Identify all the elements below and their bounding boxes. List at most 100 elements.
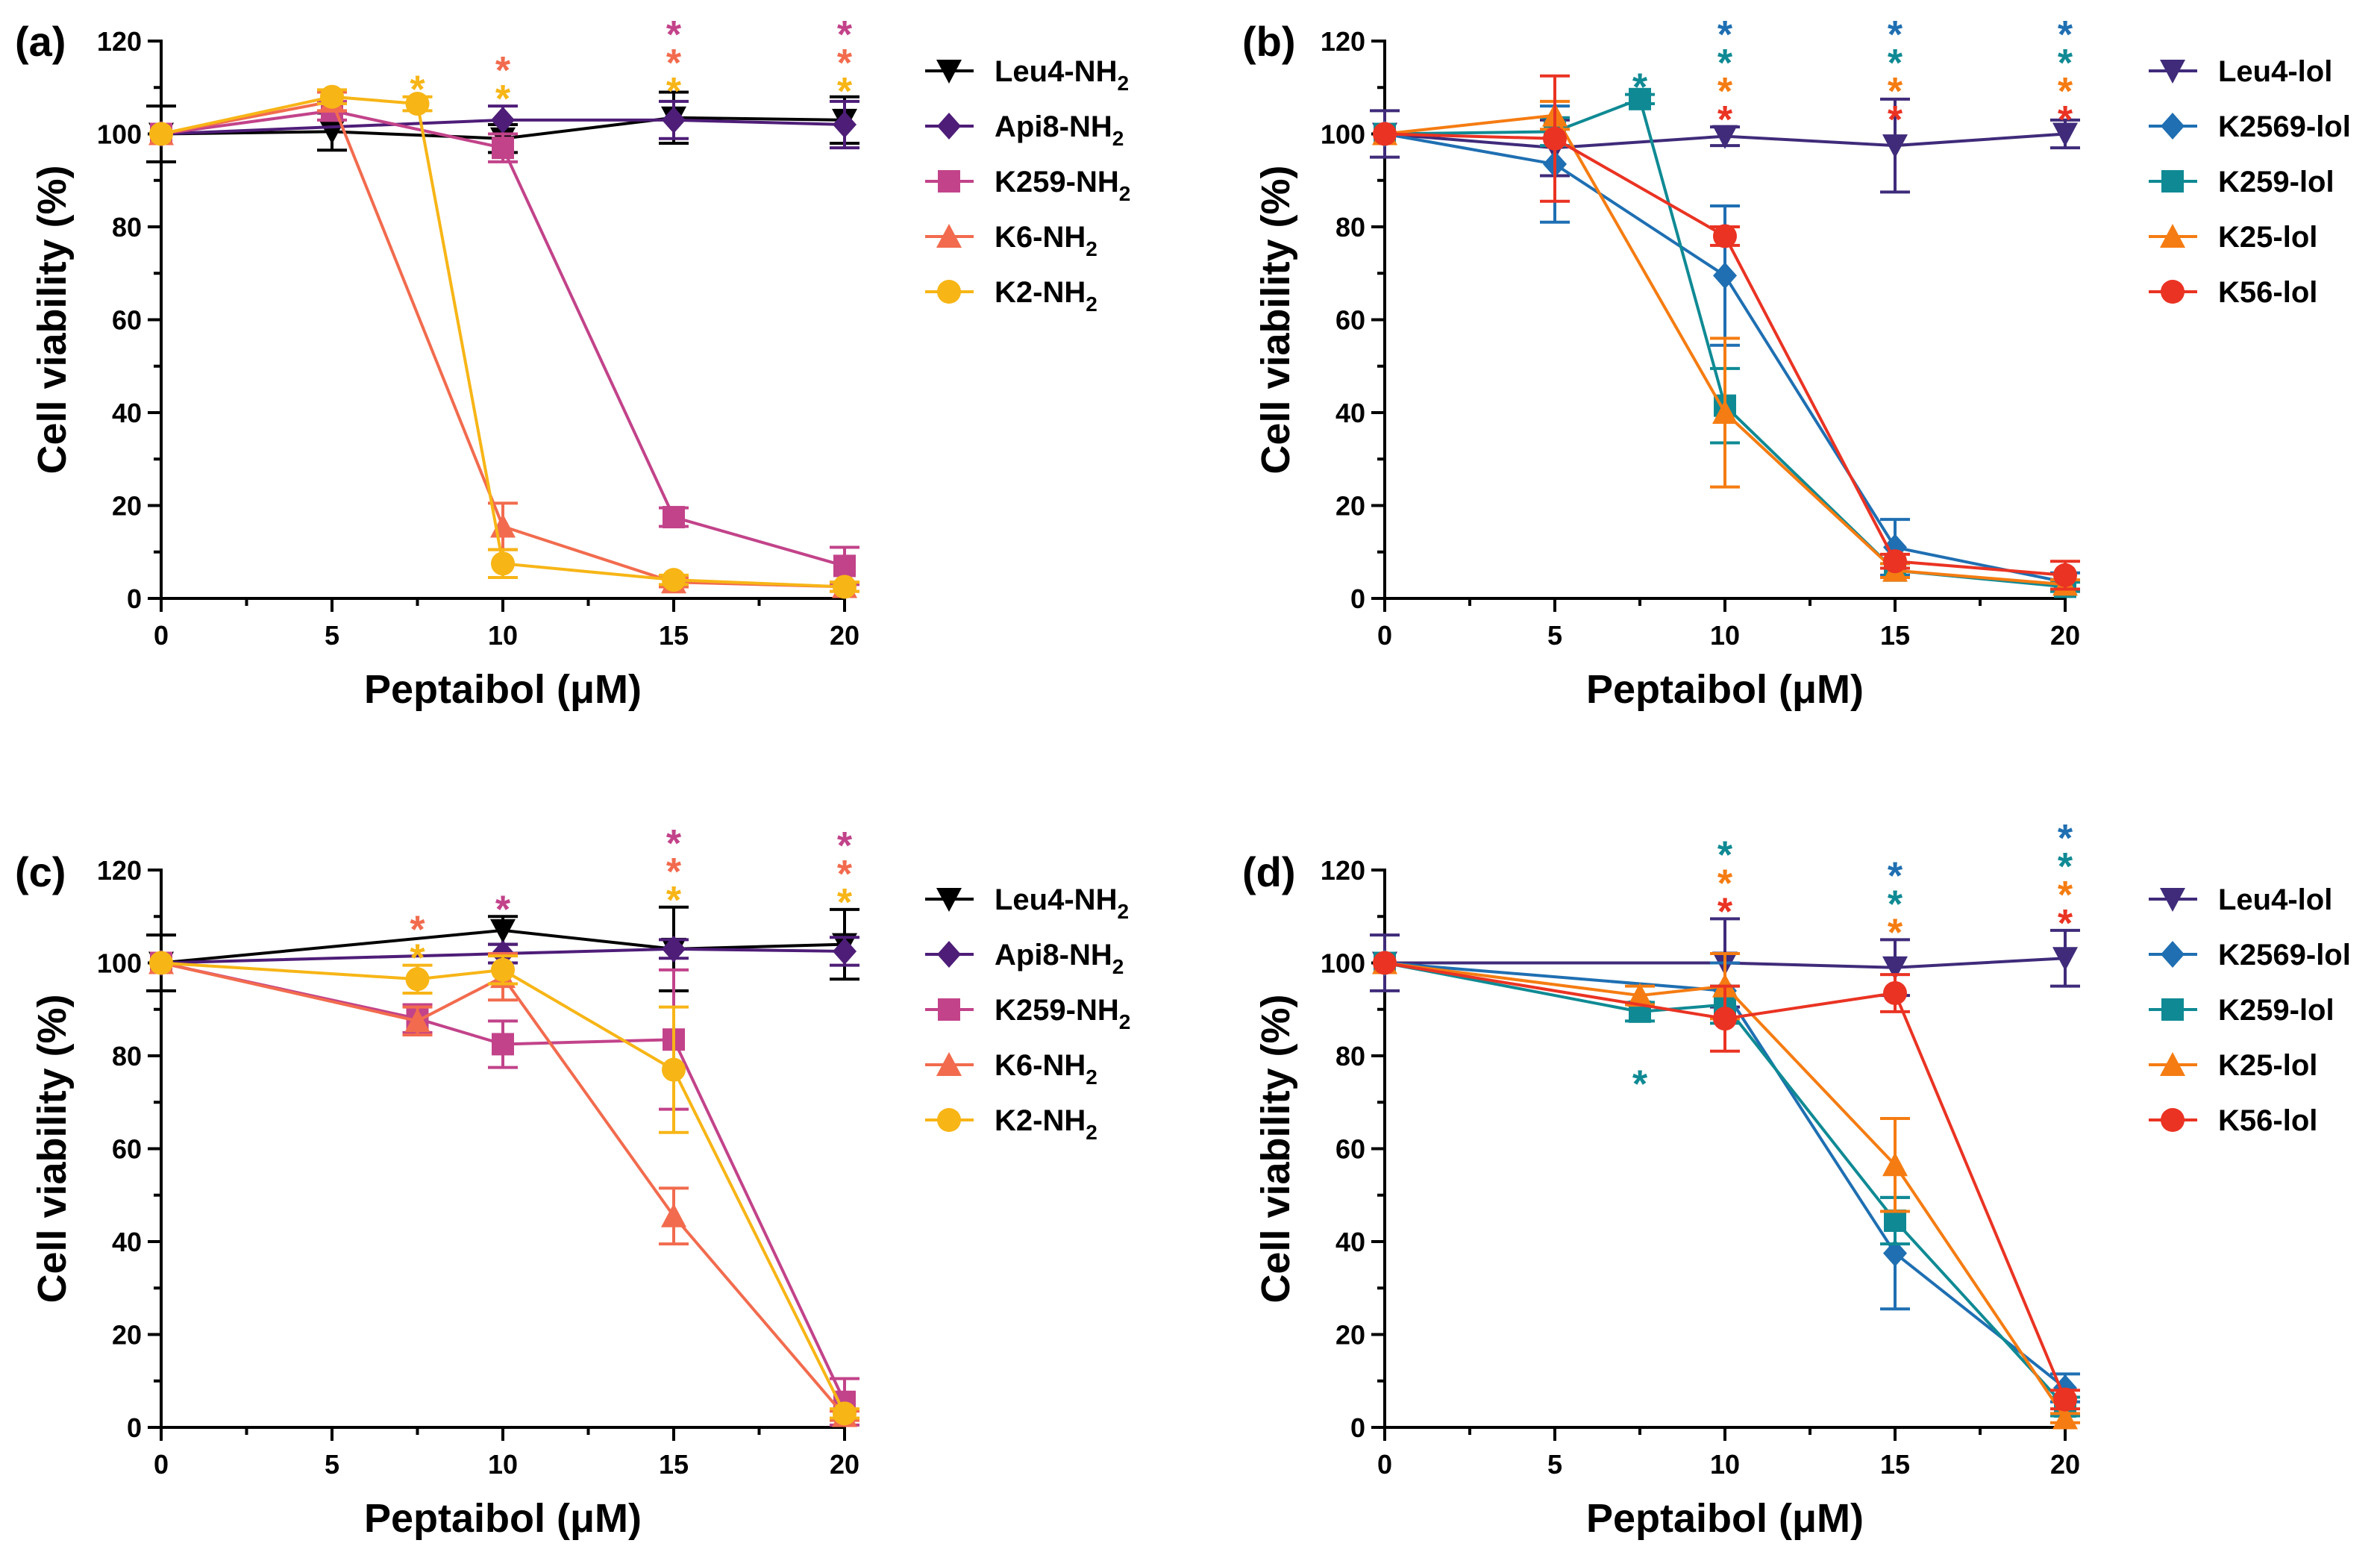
legend-marker [936,60,962,84]
significance-star: * [837,70,853,113]
y-tick-label: 100 [97,119,142,150]
y-axis-title: Cell viability (%) [30,165,75,474]
data-point [833,554,856,578]
y-tick-label: 60 [112,305,142,336]
significance-star: * [495,49,511,93]
legend-subscript: 2 [1112,127,1124,150]
data-point [1712,400,1738,424]
y-axis-title: Cell viability (%) [1253,994,1298,1303]
panel-label: (d) [1242,848,1296,895]
y-tick-label: 20 [1335,1320,1365,1351]
x-tick-label: 0 [154,1449,169,1480]
legend-marker [2160,60,2185,84]
legend-marker [2161,998,2184,1021]
data-point [149,122,173,146]
significance-star: * [666,822,682,866]
data-point [833,937,857,965]
significance-star: * [1888,70,1903,113]
legend-marker [2160,224,2185,248]
significance-star: * [2058,98,2073,142]
data-point [1882,1152,1908,1177]
legend-label: K6-NH2 [995,1049,1097,1089]
significance-star: * [2058,70,2073,113]
significance-star: * [1632,1063,1648,1106]
x-tick-label: 5 [1547,620,1562,651]
legend-entry: K259-lol [2149,166,2334,198]
data-point [491,106,515,134]
legend-label: Leu4-NH2 [995,883,1129,923]
legend-marker [2161,941,2185,968]
legend-subscript: 2 [1117,72,1129,95]
data-point [1543,126,1567,151]
significance-star: * [837,881,853,924]
data-point [2053,1387,2077,1412]
y-tick-label: 120 [97,855,142,886]
data-point [491,957,515,982]
data-point [1883,980,1907,1005]
significance-star: * [2058,817,2073,860]
y-tick-label: 40 [1335,398,1365,428]
legend-label: Api8-NH2 [995,939,1124,978]
legend-entry: K2-NH2 [925,276,1097,316]
data-point [2052,122,2078,147]
y-tick-label: 40 [112,398,142,428]
legend-subscript: 2 [1086,1066,1097,1089]
legend-label: K2569-lol [2218,939,2351,971]
series-line [1384,961,2067,1389]
data-point [491,551,515,576]
x-tick-label: 5 [325,1449,339,1480]
panel-b: (b) 0 20 40 60 80 100 120 0 5 10 15 20 Peptaibol (μM)… [1242,13,2351,712]
x-tick-label: 20 [2050,620,2080,651]
significance-star: * [495,78,511,121]
x-tick-label: 10 [1710,620,1740,651]
legend-entry: K259-NH2 [925,166,1130,205]
significance-star: * [1888,13,1903,57]
significance-star: * [1888,42,1903,85]
x-tick-label: 0 [154,620,169,651]
data-point [1713,262,1737,290]
legend-entry: K6-NH2 [925,1049,1097,1089]
series-line [1385,957,2066,969]
legend-entry: Api8-NH2 [925,939,1124,978]
x-axis-title: Peptaibol (μM) [364,1496,642,1541]
significance-star: * [2058,845,2073,889]
panel-label: (c) [15,848,66,895]
legend-entry: K25-lol [2149,1049,2317,1082]
significance-star: * [1888,911,1903,954]
legend-marker [936,888,962,912]
x-tick-label: 20 [2050,1449,2080,1480]
significance-star: * [410,69,425,112]
y-tick-label: 120 [97,26,142,57]
significance-star: * [666,70,682,113]
legend-subscript: 2 [1119,182,1131,205]
legend-label: K259-NH2 [995,166,1130,205]
y-tick-label: 40 [112,1227,142,1257]
legend-entry: Leu4-lol [2149,55,2332,88]
data-point [1882,956,1908,980]
x-tick-label: 5 [1547,1449,1562,1480]
significance-star: * [666,879,682,922]
data-point [1713,1007,1737,1031]
y-tick-label: 0 [1350,583,1365,614]
data-point [2053,563,2077,587]
significance-star: * [1717,833,1733,877]
legend-marker [938,998,960,1021]
significance-star: * [2058,42,2073,85]
data-point [1883,1239,1907,1267]
legend-label: K2-NH2 [995,1104,1097,1144]
data-point [2052,1405,2078,1430]
legend-marker [2161,1108,2185,1132]
significance-star: * [666,851,682,894]
data-point [492,1033,514,1056]
legend-label: K56-lol [2218,276,2317,309]
legend-label: Api8-NH2 [995,110,1124,150]
significance-star: * [410,909,425,952]
legend-label: Leu4-lol [2218,883,2332,916]
y-tick-label: 80 [112,212,142,242]
legend-marker [937,1108,961,1132]
x-tick-label: 15 [1880,620,1910,651]
x-tick-label: 0 [1377,1449,1392,1480]
legend-entry: K6-NH2 [925,221,1097,260]
x-tick-label: 20 [830,1449,859,1480]
y-tick-label: 20 [112,491,142,522]
